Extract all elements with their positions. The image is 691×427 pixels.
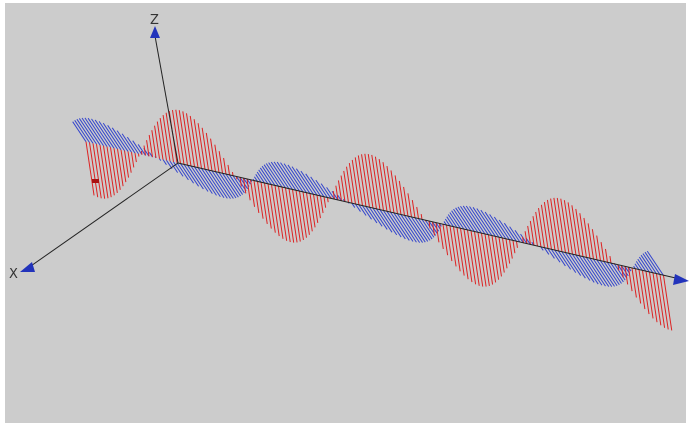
wave-diagram: Z X	[0, 0, 691, 427]
page: Z X (() => { const data = JSON.parse(doc…	[0, 0, 691, 427]
e-field-hatch	[328, 198, 329, 203]
marker	[92, 179, 99, 183]
z-label: Z	[150, 13, 159, 28]
e-field-hatch	[141, 151, 142, 155]
x-label: X	[9, 267, 18, 282]
